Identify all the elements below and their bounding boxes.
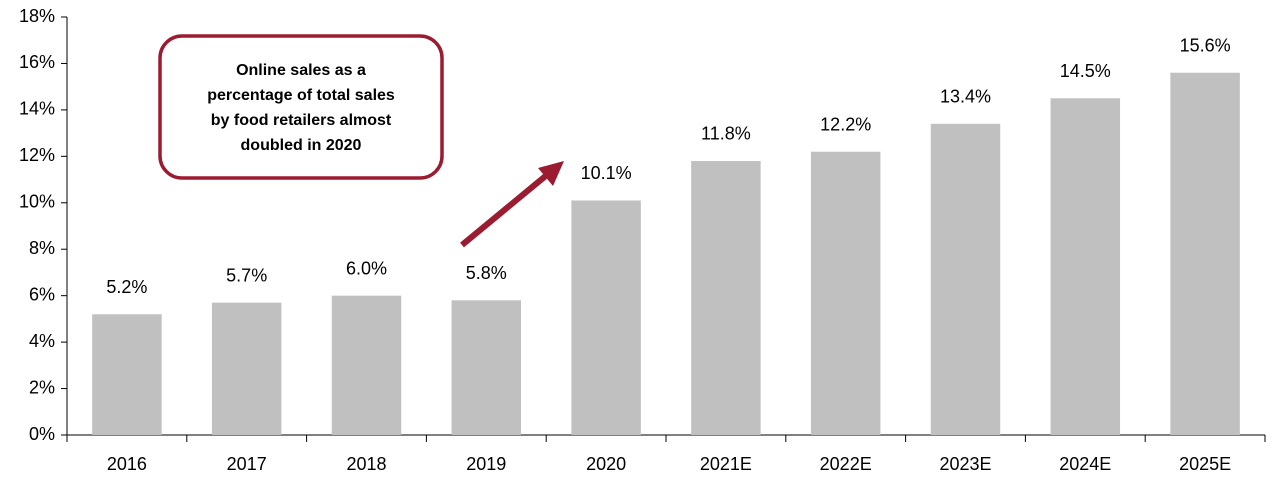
value-label: 5.2%	[106, 277, 147, 297]
x-tick-label: 2020	[586, 454, 626, 474]
value-label: 15.6%	[1180, 35, 1231, 55]
annotation-box	[158, 34, 444, 180]
y-tick-label: 4%	[29, 331, 55, 351]
annotation: Online sales as a	[236, 62, 366, 79]
annotation: by food retailers almost	[211, 112, 392, 129]
y-tick-label: 6%	[29, 284, 55, 304]
y-tick-label: 14%	[19, 99, 55, 119]
y-tick-label: 0%	[29, 424, 55, 444]
value-label: 14.5%	[1060, 61, 1111, 81]
x-tick-label: 2016	[107, 454, 147, 474]
value-label: 13.4%	[940, 87, 991, 107]
x-tick-label: 2019	[466, 454, 506, 474]
annotation: doubled in 2020	[241, 137, 362, 154]
bar	[1050, 98, 1121, 436]
x-tick-label: 2025E	[1179, 454, 1231, 474]
bar	[571, 200, 641, 435]
y-tick-label: 2%	[29, 377, 55, 397]
value-label: 6.0%	[346, 258, 387, 278]
y-tick-label: 10%	[19, 192, 55, 212]
x-tick-label: 2017	[227, 454, 267, 474]
value-label: 10.1%	[581, 163, 632, 183]
bar	[451, 300, 522, 435]
bar	[930, 123, 1001, 436]
x-tick-label: 2021E	[700, 454, 752, 474]
bar	[1170, 72, 1240, 435]
arrow-head	[538, 161, 564, 186]
bar	[331, 295, 402, 435]
bar	[92, 314, 162, 435]
y-tick-label: 12%	[19, 145, 55, 165]
value-label: 11.8%	[701, 124, 751, 144]
x-tick-label: 2023E	[939, 454, 991, 474]
bar	[810, 151, 881, 435]
x-tick-label: 2024E	[1059, 454, 1111, 474]
y-tick-label: 16%	[19, 52, 55, 72]
arrow	[460, 171, 550, 248]
value-label: 5.7%	[226, 265, 267, 285]
value-label: 12.2%	[820, 114, 871, 134]
y-tick-label: 8%	[29, 238, 55, 258]
y-tick-label: 18%	[19, 6, 55, 26]
value-label: 5.8%	[466, 263, 507, 283]
bar	[691, 160, 761, 435]
x-tick-label: 2022E	[820, 454, 872, 474]
bar	[211, 302, 282, 435]
annotation: percentage of total sales	[207, 87, 395, 104]
x-tick-label: 2018	[346, 454, 386, 474]
